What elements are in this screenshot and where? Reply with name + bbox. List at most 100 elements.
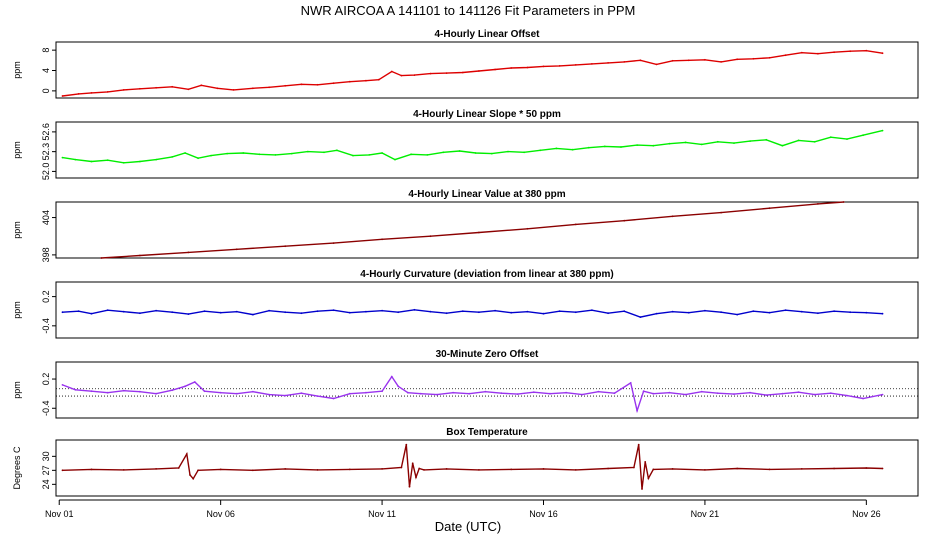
data-point <box>574 469 577 471</box>
data-point <box>597 390 600 393</box>
data-point <box>549 392 551 395</box>
data-point <box>400 466 403 469</box>
data-point <box>100 257 103 259</box>
data-point <box>797 391 800 394</box>
panel-5: Box Temperature 24 27 30 Degrees C <box>12 427 919 497</box>
data-point <box>865 311 868 314</box>
panel-3: 4-Hourly Curvature (deviation from linea… <box>12 269 919 339</box>
data-point <box>411 462 414 465</box>
data-point <box>768 207 771 210</box>
data-point <box>752 57 755 60</box>
data-point <box>219 311 222 314</box>
series-line <box>62 49 883 97</box>
data-point <box>523 151 525 154</box>
y-tick-label: 404 <box>41 210 51 225</box>
data-point <box>368 154 371 156</box>
data-point <box>203 310 206 313</box>
data-point <box>413 74 416 76</box>
data-point <box>862 397 864 400</box>
data-point <box>494 309 496 312</box>
data-point <box>400 74 403 77</box>
data-point <box>274 154 277 156</box>
data-point <box>797 139 800 142</box>
data-point <box>90 92 93 94</box>
data-point <box>829 136 832 139</box>
data-point <box>323 151 325 154</box>
data-point <box>139 390 141 393</box>
data-point <box>603 145 606 148</box>
data-point <box>193 381 196 383</box>
x-tick-label: Nov 06 <box>206 509 235 519</box>
data-point <box>558 65 561 67</box>
data-point <box>478 469 480 471</box>
data-point <box>226 152 229 155</box>
data-point <box>865 49 868 52</box>
plot-frame <box>55 281 919 339</box>
data-point <box>768 56 771 59</box>
data-point <box>122 310 125 313</box>
data-point <box>139 254 141 257</box>
data-point <box>833 310 835 313</box>
data-point <box>300 392 303 395</box>
data-point <box>77 93 80 95</box>
data-point <box>90 160 93 163</box>
data-point <box>381 390 383 393</box>
y-axis-label: ppm <box>12 221 22 239</box>
data-point <box>478 70 480 72</box>
data-point <box>623 61 626 63</box>
data-point <box>316 310 319 313</box>
data-point <box>407 391 409 394</box>
data-point <box>881 467 884 470</box>
data-point <box>171 311 174 314</box>
x-tick-label: Nov 11 <box>368 509 396 519</box>
data-point <box>381 238 383 241</box>
data-point <box>587 146 590 149</box>
data-point <box>613 392 616 395</box>
data-point <box>539 149 542 152</box>
data-point <box>687 311 690 314</box>
data-point <box>733 393 735 395</box>
data-point <box>768 468 771 471</box>
data-point <box>122 469 125 471</box>
data-point <box>849 311 852 314</box>
data-point <box>365 310 367 313</box>
data-point <box>555 147 558 150</box>
data-point <box>122 161 125 164</box>
series-line <box>62 309 883 318</box>
data-point <box>490 152 493 155</box>
data-point <box>242 152 245 154</box>
data-point <box>74 388 77 391</box>
y-axis-label: Degrees C <box>12 446 22 490</box>
data-point <box>397 385 400 388</box>
data-point <box>219 391 222 394</box>
y-tick-label: 0.2 <box>41 290 51 303</box>
data-point <box>639 59 642 62</box>
series-line <box>62 129 883 164</box>
data-point <box>187 251 190 254</box>
data-point <box>284 311 287 314</box>
data-point <box>862 134 864 137</box>
data-point <box>833 51 835 54</box>
data-point <box>139 312 141 315</box>
x-tick-label: Nov 01 <box>45 509 74 519</box>
data-point <box>348 311 351 314</box>
panel-title: 4-Hourly Linear Value at 380 ppm <box>408 189 565 200</box>
data-point <box>574 311 577 314</box>
y-tick-label: -0.4 <box>41 318 51 334</box>
data-point <box>687 59 690 62</box>
data-point <box>155 468 158 470</box>
data-point <box>700 143 703 146</box>
data-point <box>565 391 567 394</box>
panel-title: Box Temperature <box>446 427 528 438</box>
data-point <box>122 89 125 91</box>
data-point <box>122 389 125 392</box>
panel-2: 4-Hourly Linear Value at 380 ppm 398 404 pp… <box>12 189 919 262</box>
data-point <box>468 392 471 395</box>
data-point <box>652 144 655 147</box>
data-point <box>390 70 393 73</box>
data-point <box>235 248 238 251</box>
data-point <box>458 150 461 152</box>
data-point <box>405 443 408 446</box>
data-point <box>846 394 848 397</box>
data-point <box>90 468 93 471</box>
